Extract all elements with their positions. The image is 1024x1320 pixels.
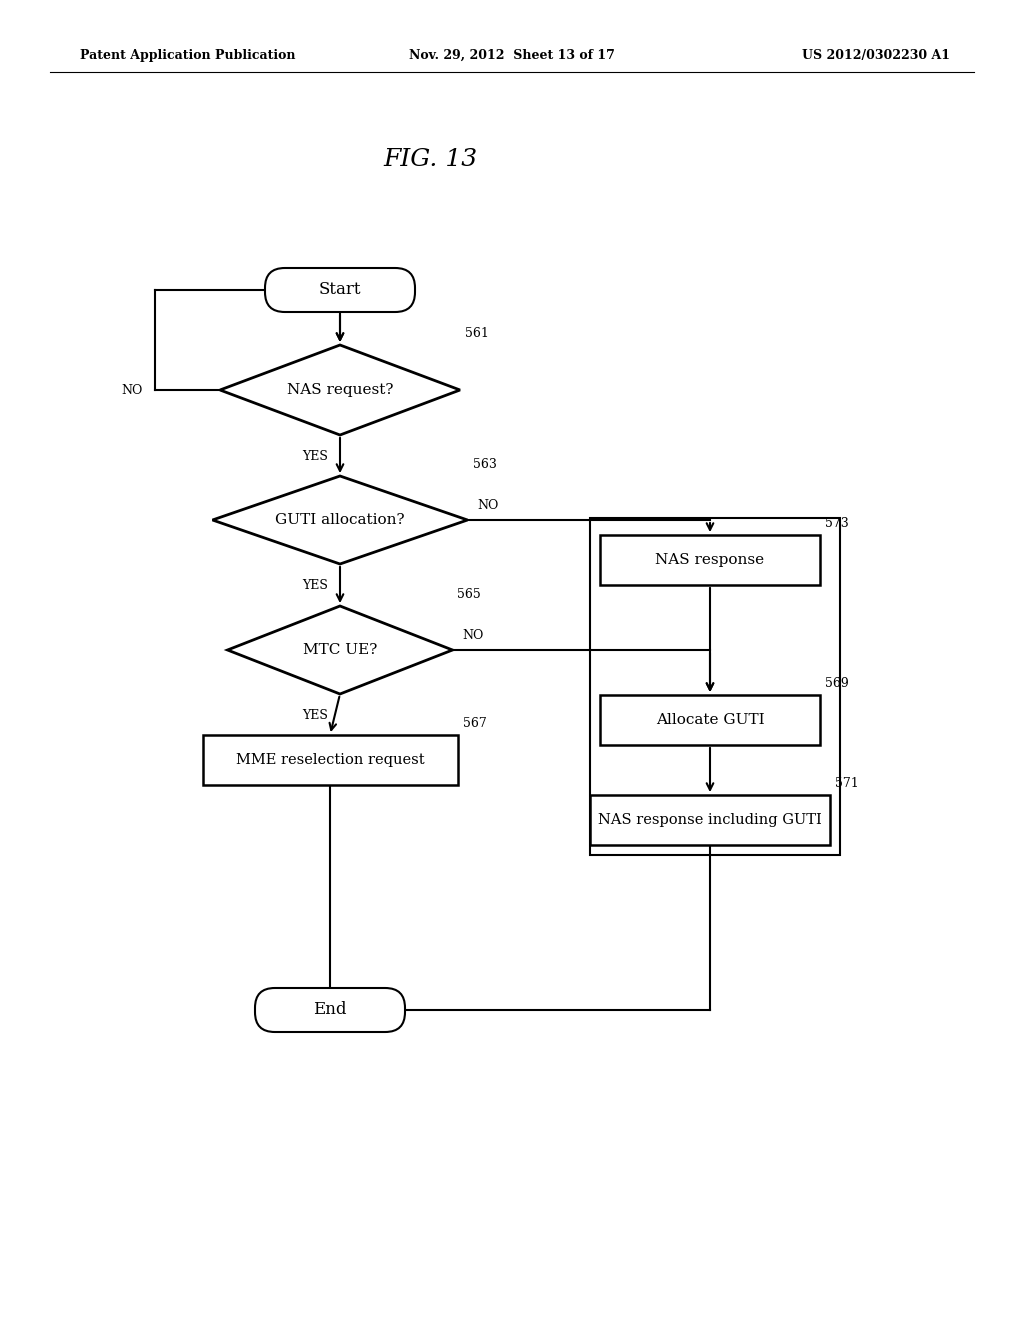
Text: MME reselection request: MME reselection request	[236, 752, 424, 767]
Polygon shape	[220, 345, 460, 436]
Text: 567: 567	[463, 717, 486, 730]
Bar	[590, 795, 830, 845]
Text: 563: 563	[472, 458, 497, 471]
Text: Start: Start	[318, 281, 361, 298]
Text: 565: 565	[458, 587, 481, 601]
Text: NAS request?: NAS request?	[287, 383, 393, 397]
Text: GUTI allocation?: GUTI allocation?	[275, 513, 404, 527]
Text: 569: 569	[825, 677, 849, 690]
Polygon shape	[213, 477, 468, 564]
Text: YES: YES	[302, 450, 328, 463]
Text: NO: NO	[122, 384, 143, 396]
Bar	[600, 535, 820, 585]
Text: YES: YES	[302, 709, 328, 722]
Bar	[590, 517, 840, 855]
Text: NO: NO	[477, 499, 499, 512]
Text: YES: YES	[302, 579, 328, 591]
FancyBboxPatch shape	[255, 987, 406, 1032]
Text: 561: 561	[465, 327, 488, 341]
Text: Nov. 29, 2012  Sheet 13 of 17: Nov. 29, 2012 Sheet 13 of 17	[409, 49, 615, 62]
Bar	[600, 696, 820, 744]
Bar	[203, 735, 458, 785]
Text: US 2012/0302230 A1: US 2012/0302230 A1	[802, 49, 950, 62]
Text: End: End	[313, 1002, 347, 1019]
Text: NAS response: NAS response	[655, 553, 765, 568]
Text: NO: NO	[463, 630, 484, 642]
FancyBboxPatch shape	[265, 268, 415, 312]
Text: FIG. 13: FIG. 13	[383, 149, 477, 172]
Text: NAS response including GUTI: NAS response including GUTI	[598, 813, 822, 828]
Text: Patent Application Publication: Patent Application Publication	[80, 49, 296, 62]
Text: 571: 571	[835, 777, 859, 789]
Text: 573: 573	[825, 517, 849, 531]
Polygon shape	[227, 606, 453, 694]
Text: Allocate GUTI: Allocate GUTI	[655, 713, 764, 727]
Text: MTC UE?: MTC UE?	[303, 643, 377, 657]
